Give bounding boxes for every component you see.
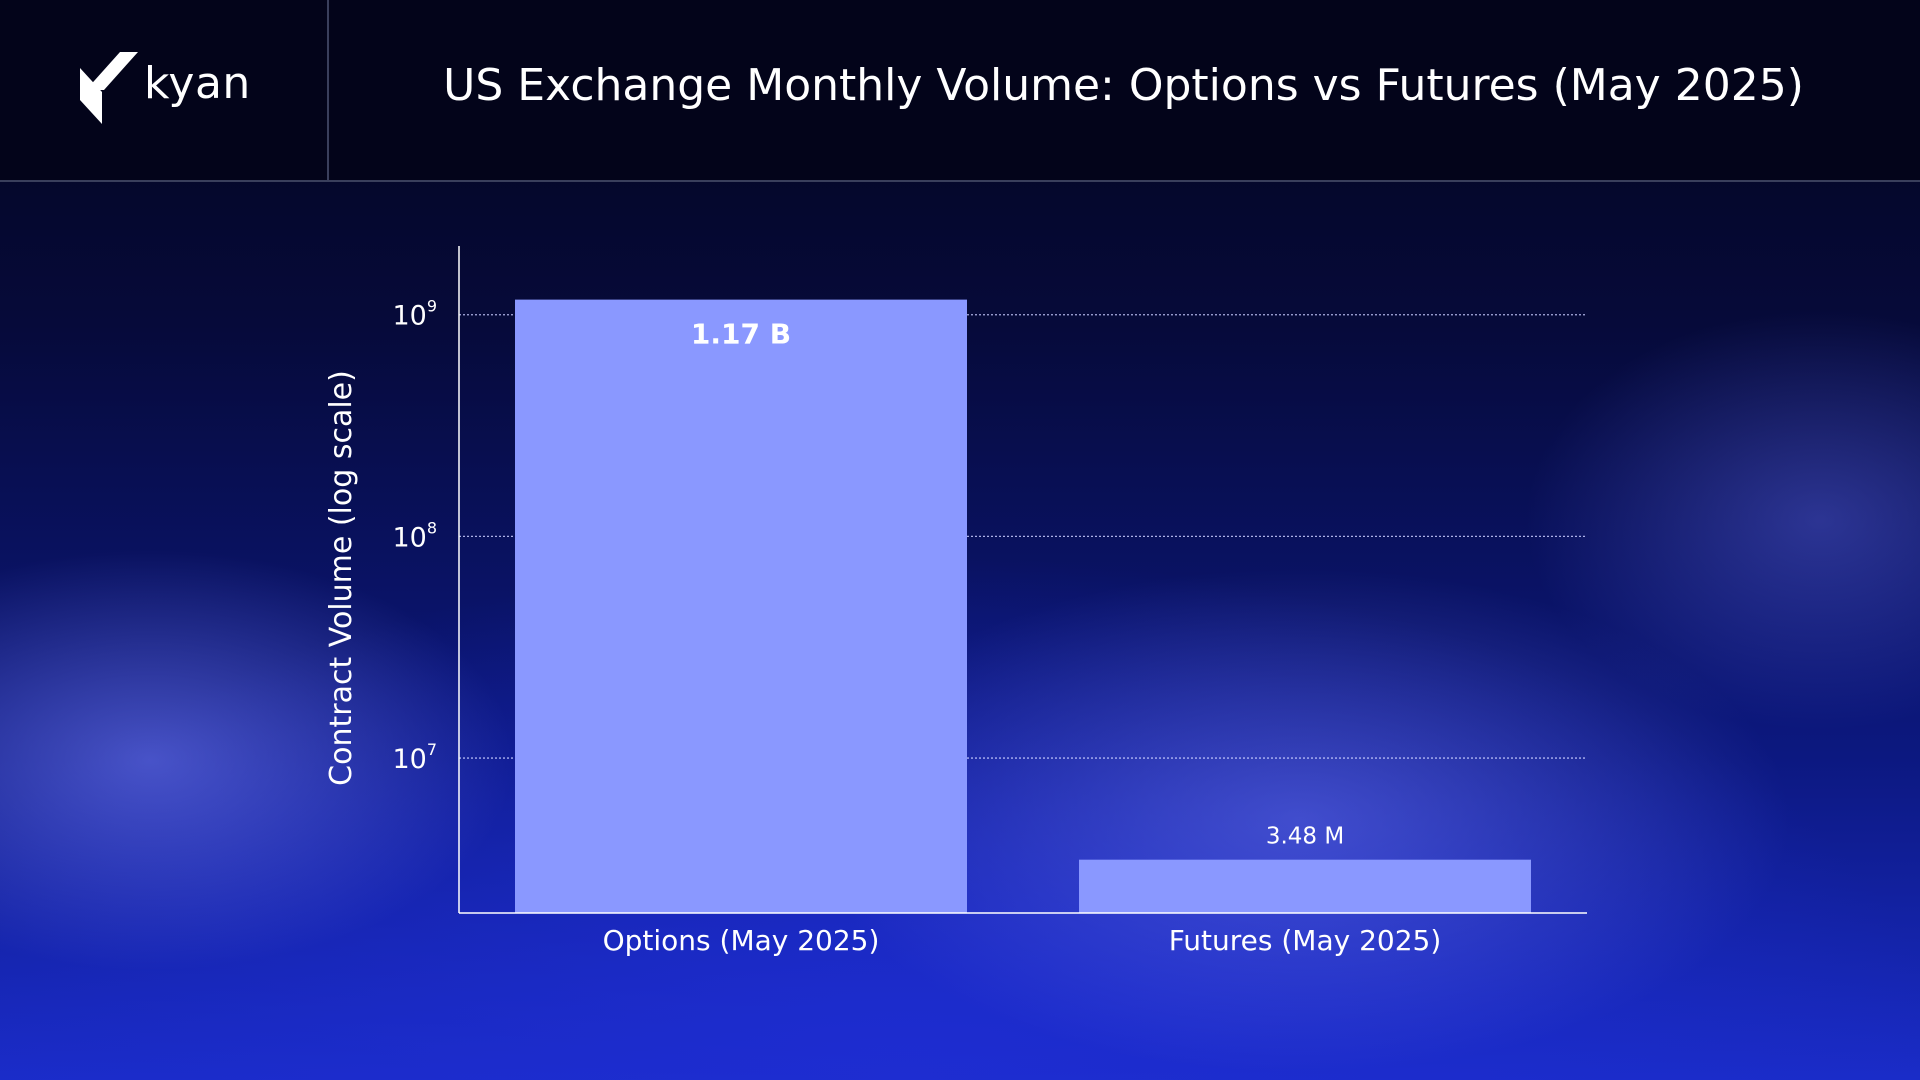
y-tick-label-9: 109 (392, 297, 437, 332)
bar-1 (1079, 859, 1531, 913)
chart-title: US Exchange Monthly Volume: Options vs F… (443, 60, 1804, 111)
x-category-label-1: Futures (May 2025) (1169, 924, 1442, 957)
brand-name: kyan (144, 58, 251, 109)
bar-0 (515, 299, 967, 913)
y-tick-label-8: 108 (392, 518, 437, 553)
data-label-0: 1.17 B (691, 318, 791, 351)
logo-cell: kyan (0, 0, 329, 180)
y-tick-label-7: 107 (392, 740, 437, 775)
header-bar: kyan US Exchange Monthly Volume: Options… (0, 0, 1920, 182)
data-label-1: 3.48 M (1266, 824, 1344, 850)
x-category-label-0: Options (May 2025) (603, 924, 880, 957)
kyan-logo-icon (80, 52, 138, 124)
y-axis-title: Contract Volume (log scale) (324, 370, 359, 786)
